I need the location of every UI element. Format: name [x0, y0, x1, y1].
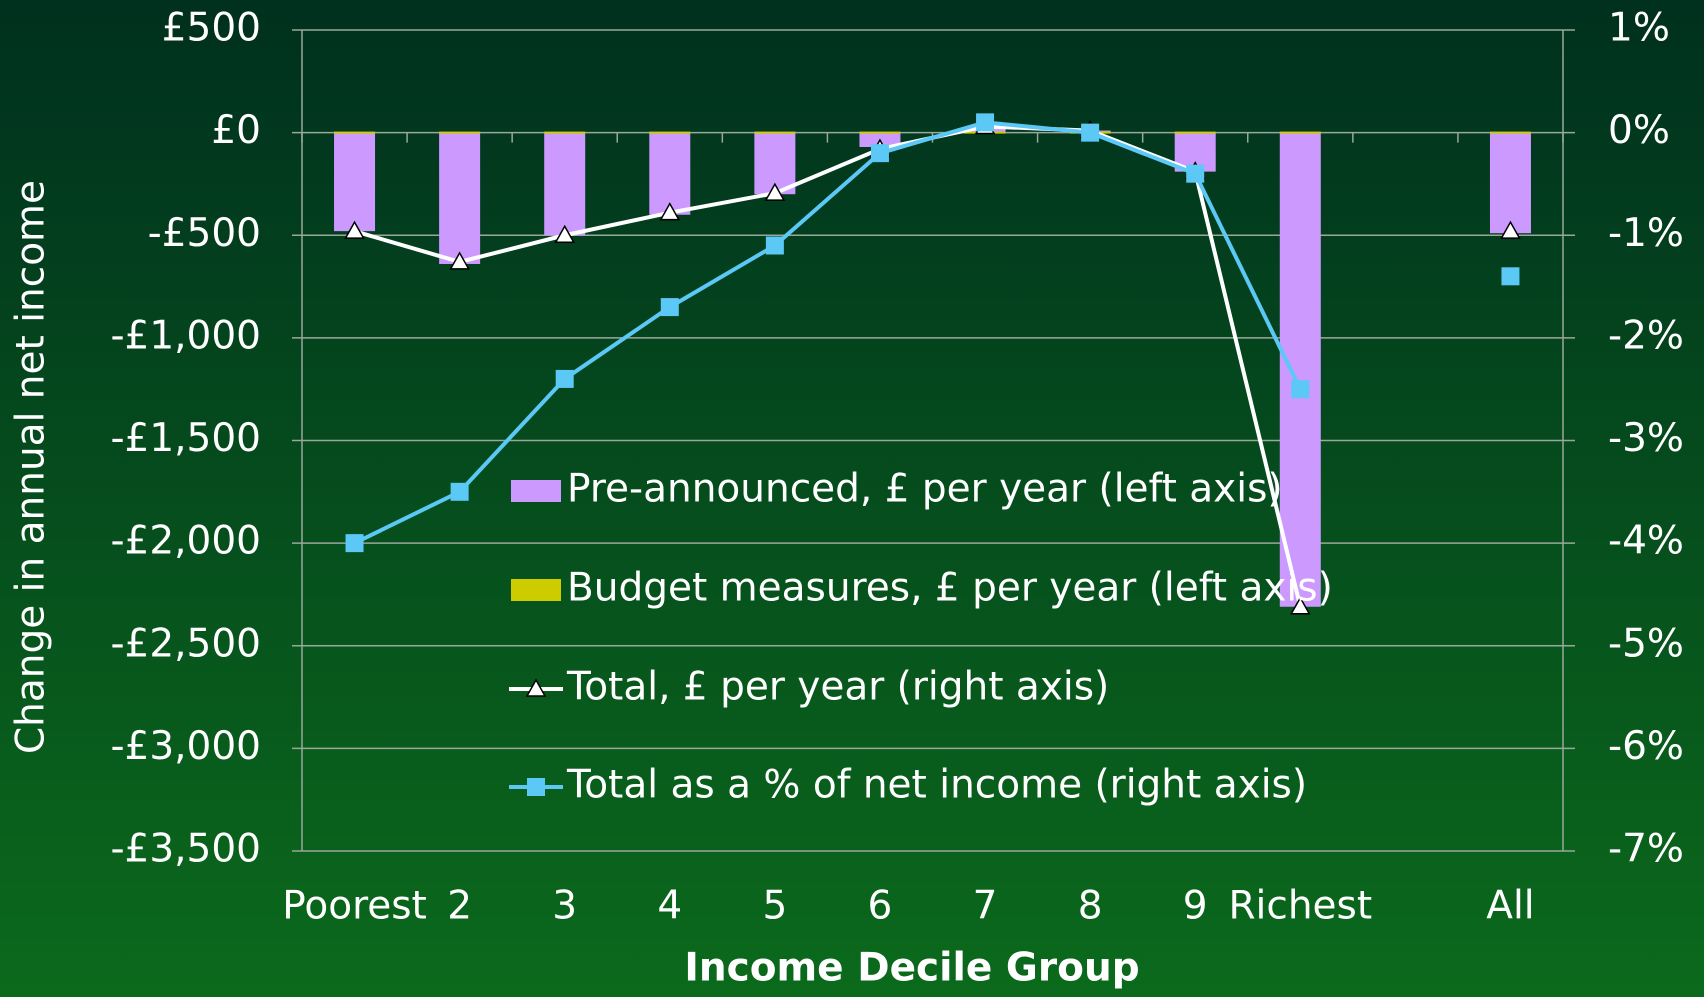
x-tick-label: Poorest [282, 884, 427, 929]
x-tick-label: 4 [657, 884, 682, 929]
y-tick-label: -£500 [148, 211, 261, 256]
marker [450, 482, 469, 501]
y2-tick-label: -5% [1608, 621, 1684, 666]
marker [554, 224, 575, 243]
marker [976, 113, 995, 132]
bar [439, 132, 481, 264]
y2-tick-label: -4% [1608, 519, 1684, 564]
y2-tick-label: -6% [1608, 724, 1684, 769]
marker [765, 236, 784, 255]
bar [1279, 132, 1321, 607]
legend-marker [527, 778, 545, 796]
bar [1489, 132, 1531, 234]
legend-label: Budget measures, £ per year (left axis) [567, 566, 1333, 611]
y-axis-title: Change in annual net income [9, 180, 54, 754]
marker [449, 251, 470, 270]
marker [1290, 596, 1311, 615]
marker [1501, 267, 1520, 286]
line [355, 126, 1511, 606]
legend-swatch [511, 480, 561, 502]
y-tick-label: -£2,500 [110, 621, 261, 666]
x-tick-label: 7 [973, 884, 998, 929]
y-tick-label: -£3,000 [110, 724, 261, 769]
x-tick-label: 8 [1078, 884, 1103, 929]
bar [1174, 131, 1216, 134]
marker [659, 202, 681, 221]
marker [1081, 123, 1100, 142]
marker [1186, 164, 1205, 183]
bar [649, 132, 691, 215]
x-tick-label: 5 [762, 884, 787, 929]
y2-tick-label: 1% [1608, 6, 1670, 51]
legend-label: Pre-announced, £ per year (left axis) [567, 467, 1283, 512]
bar [544, 132, 586, 236]
bar [1489, 131, 1531, 134]
legend-label: Total as a % of net income (right axis) [566, 763, 1307, 808]
bar [1279, 131, 1321, 134]
y2-tick-label: -2% [1608, 313, 1684, 358]
marker [764, 182, 786, 201]
marker [870, 144, 889, 163]
y2-tick-label: -1% [1608, 211, 1684, 256]
marker [344, 220, 365, 239]
x-tick-label: 3 [552, 884, 577, 929]
x-tick-label: 6 [868, 884, 893, 929]
bar [859, 131, 901, 134]
legend-label: Total, £ per year (right axis) [566, 665, 1109, 710]
y-tick-label: -£2,000 [110, 519, 261, 564]
legend-swatch [511, 579, 561, 601]
bar [439, 131, 481, 134]
marker [1500, 220, 1521, 239]
bar [334, 131, 376, 134]
bar [649, 131, 691, 134]
y-tick-label: £500 [162, 6, 261, 51]
bar [334, 132, 376, 232]
marker [660, 298, 679, 317]
y-tick-label: £0 [211, 108, 261, 153]
x-tick-label: 9 [1183, 884, 1208, 929]
marker [345, 534, 364, 553]
y-tick-label: -£1,000 [110, 313, 261, 358]
y2-tick-label: 0% [1608, 108, 1670, 153]
legend-marker [525, 678, 547, 697]
x-tick-label: 2 [447, 884, 472, 929]
bar [544, 131, 586, 134]
y-tick-label: -£1,500 [110, 416, 261, 461]
y2-tick-label: -3% [1608, 416, 1684, 461]
x-axis-title: Income Decile Group [684, 946, 1139, 991]
marker [555, 369, 574, 388]
y-tick-label: -£3,500 [110, 827, 261, 872]
bar [754, 131, 796, 134]
marker [1291, 380, 1310, 399]
x-tick-label: All [1486, 884, 1534, 929]
x-tick-label: Richest [1228, 884, 1372, 929]
y2-tick-label: -7% [1608, 827, 1684, 872]
